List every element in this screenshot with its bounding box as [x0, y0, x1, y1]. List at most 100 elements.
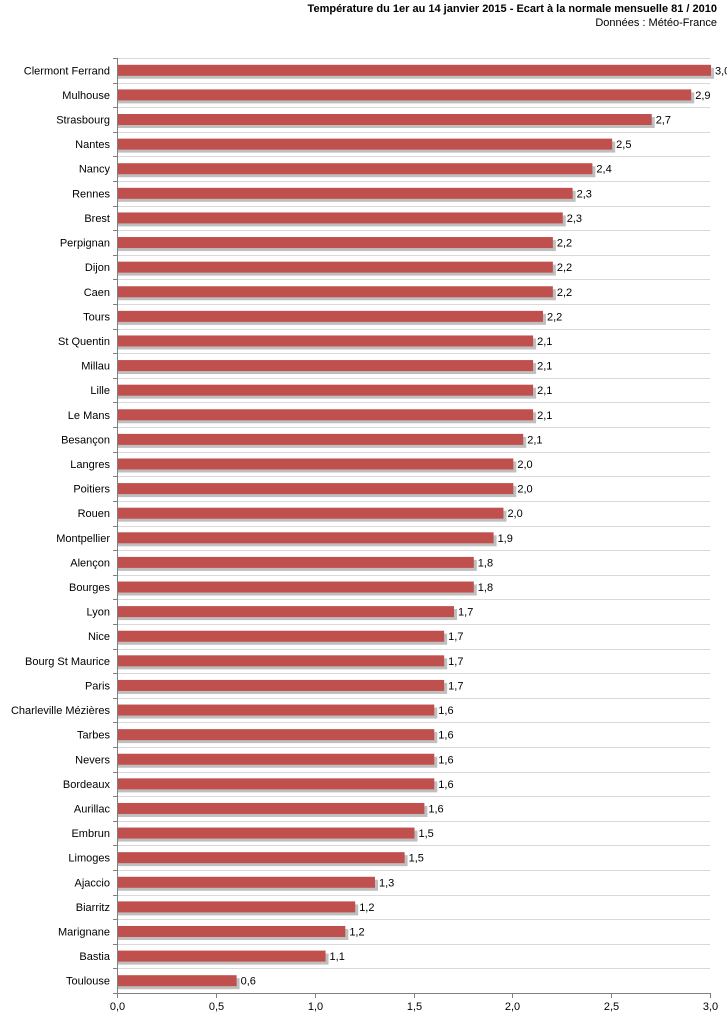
bar — [118, 630, 445, 642]
value-label: 1,6 — [438, 779, 453, 791]
bar — [118, 532, 494, 544]
chart-title: Température du 1er au 14 janvier 2015 - … — [307, 3, 717, 15]
bar — [118, 458, 514, 470]
x-tick-label: 1,0 — [308, 1001, 323, 1013]
bar — [118, 876, 375, 888]
chart-source: Données : Météo-France — [595, 17, 717, 29]
value-label: 1,3 — [379, 877, 394, 889]
bar — [118, 729, 435, 741]
category-label: Montpellier — [56, 533, 110, 545]
category-label: Paris — [85, 680, 111, 692]
category-label: Alençon — [70, 557, 110, 569]
value-label: 2,2 — [557, 238, 572, 250]
value-label: 1,8 — [478, 557, 493, 569]
value-label: 1,5 — [419, 828, 434, 840]
bar — [118, 384, 534, 396]
category-label: Mulhouse — [62, 90, 110, 102]
x-tick-label: 2,5 — [604, 1001, 619, 1013]
bar — [118, 261, 553, 273]
category-label: Tarbes — [77, 730, 111, 742]
value-label: 2,0 — [517, 459, 532, 471]
category-label: Clermont Ferrand — [24, 65, 110, 77]
bar — [118, 852, 405, 864]
value-label: 2,7 — [656, 115, 671, 127]
value-label: 2,1 — [527, 434, 542, 446]
category-label: Aurillac — [74, 803, 111, 815]
value-label: 2,0 — [507, 508, 522, 520]
category-label: Besançon — [61, 434, 110, 446]
value-label: 1,2 — [359, 902, 374, 914]
value-label: 1,5 — [409, 853, 424, 865]
value-label: 2,0 — [517, 484, 532, 496]
category-label: Tours — [83, 311, 110, 323]
category-label: Embrun — [71, 828, 110, 840]
value-label: 1,1 — [330, 951, 345, 963]
category-label: Strasbourg — [56, 115, 110, 127]
bar — [118, 704, 435, 716]
category-label: Limoges — [68, 853, 110, 865]
category-label: Lyon — [87, 607, 110, 619]
value-label: 2,3 — [567, 213, 582, 225]
value-label: 2,3 — [577, 188, 592, 200]
category-label: Marignane — [58, 926, 110, 938]
value-label: 0,6 — [241, 976, 256, 988]
bar — [118, 360, 534, 372]
category-label: Caen — [84, 287, 110, 299]
value-label: 2,4 — [596, 164, 611, 176]
value-label: 1,6 — [438, 705, 453, 717]
value-label: 3,0 — [715, 65, 727, 77]
category-label: Dijon — [85, 262, 110, 274]
value-label: 2,9 — [695, 90, 710, 102]
bar — [118, 556, 474, 568]
value-label: 1,7 — [448, 656, 463, 668]
value-label: 1,2 — [349, 926, 364, 938]
bar — [118, 679, 445, 691]
category-label: Rennes — [72, 188, 110, 200]
category-label: Nice — [88, 631, 110, 643]
value-label: 1,6 — [438, 730, 453, 742]
category-label: Biarritz — [76, 902, 110, 914]
bar — [118, 286, 553, 298]
value-label: 2,1 — [537, 385, 552, 397]
value-label: 1,7 — [448, 680, 463, 692]
bar — [118, 163, 593, 175]
bar — [118, 753, 435, 765]
bar — [118, 778, 435, 790]
bar — [118, 335, 534, 347]
value-label: 2,2 — [557, 287, 572, 299]
value-label: 2,1 — [537, 336, 552, 348]
category-label: Poitiers — [73, 484, 110, 496]
bar — [118, 483, 514, 495]
bar — [118, 901, 356, 913]
bar — [118, 827, 415, 839]
bar — [118, 187, 573, 199]
bar — [118, 802, 425, 814]
category-label: Bourges — [69, 582, 110, 594]
x-tick-label: 3,0 — [703, 1001, 718, 1013]
bar — [118, 925, 346, 937]
category-label: Bourg St Maurice — [25, 656, 110, 668]
category-label: Le Mans — [68, 410, 111, 422]
category-label: Nancy — [79, 164, 111, 176]
value-label: 2,5 — [616, 139, 631, 151]
bar — [118, 138, 613, 150]
value-label: 2,2 — [557, 262, 572, 274]
bar — [118, 581, 474, 593]
bar — [118, 950, 326, 962]
value-label: 2,2 — [547, 311, 562, 323]
bar — [118, 409, 534, 421]
value-label: 1,6 — [428, 803, 443, 815]
category-label: Langres — [70, 459, 110, 471]
value-label: 1,9 — [498, 533, 513, 545]
bar — [118, 310, 543, 322]
bar — [118, 64, 711, 76]
value-label: 2,1 — [537, 410, 552, 422]
x-tick-label: 1,5 — [407, 1001, 422, 1013]
category-label: Bordeaux — [63, 779, 111, 791]
category-label: Charleville Mézières — [11, 705, 111, 717]
category-label: Lille — [90, 385, 110, 397]
value-label: 1,8 — [478, 582, 493, 594]
category-label: St Quentin — [58, 336, 110, 348]
bar — [118, 89, 692, 101]
